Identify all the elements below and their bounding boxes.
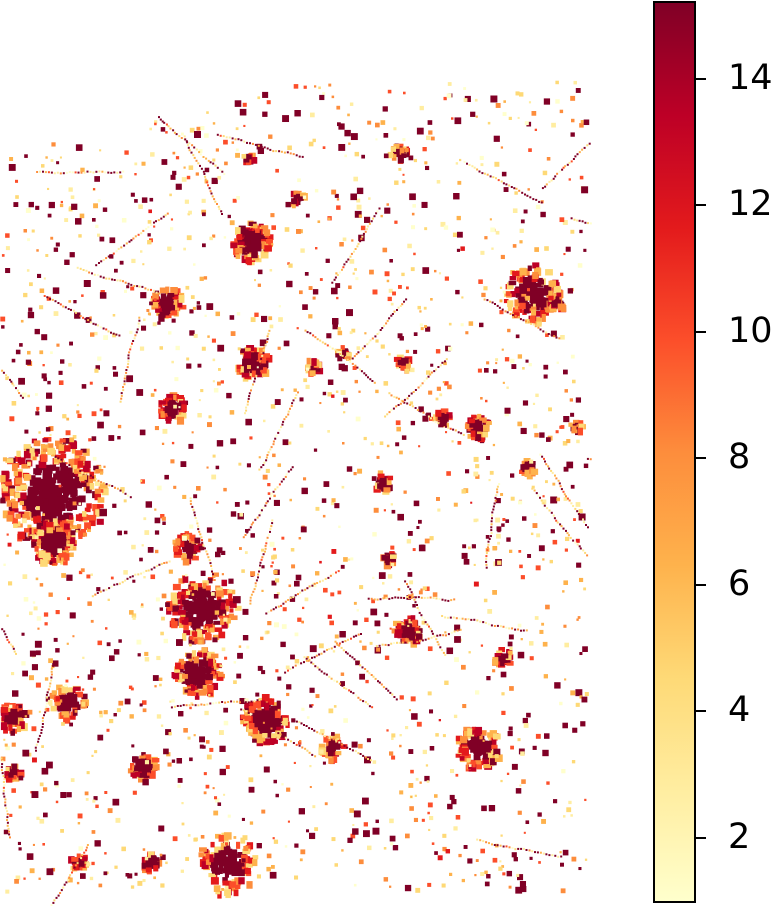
colorbar-tick	[696, 77, 706, 80]
colorbar-tick-label: 12	[728, 184, 773, 225]
colorbar-tick	[696, 710, 706, 713]
colorbar-tick-label: 10	[728, 310, 773, 351]
colorbar-tick-label: 6	[728, 563, 751, 604]
colorbar-tick	[696, 836, 706, 839]
colorbar-tick	[696, 457, 706, 460]
heatmap-svg	[0, 80, 592, 906]
colorbar-tick-label: 8	[728, 437, 751, 478]
colorbar-tick-label: 14	[728, 57, 773, 98]
colorbar-gradient	[655, 3, 694, 901]
colorbar-tick-label: 4	[728, 690, 751, 731]
colorbar-tick	[696, 330, 706, 333]
colorbar-tick-label: 2	[728, 816, 751, 857]
colorbar	[653, 1, 696, 903]
colorbar-tick	[696, 583, 706, 586]
heatmap-raster	[0, 80, 592, 906]
colorbar-tick	[696, 204, 706, 207]
